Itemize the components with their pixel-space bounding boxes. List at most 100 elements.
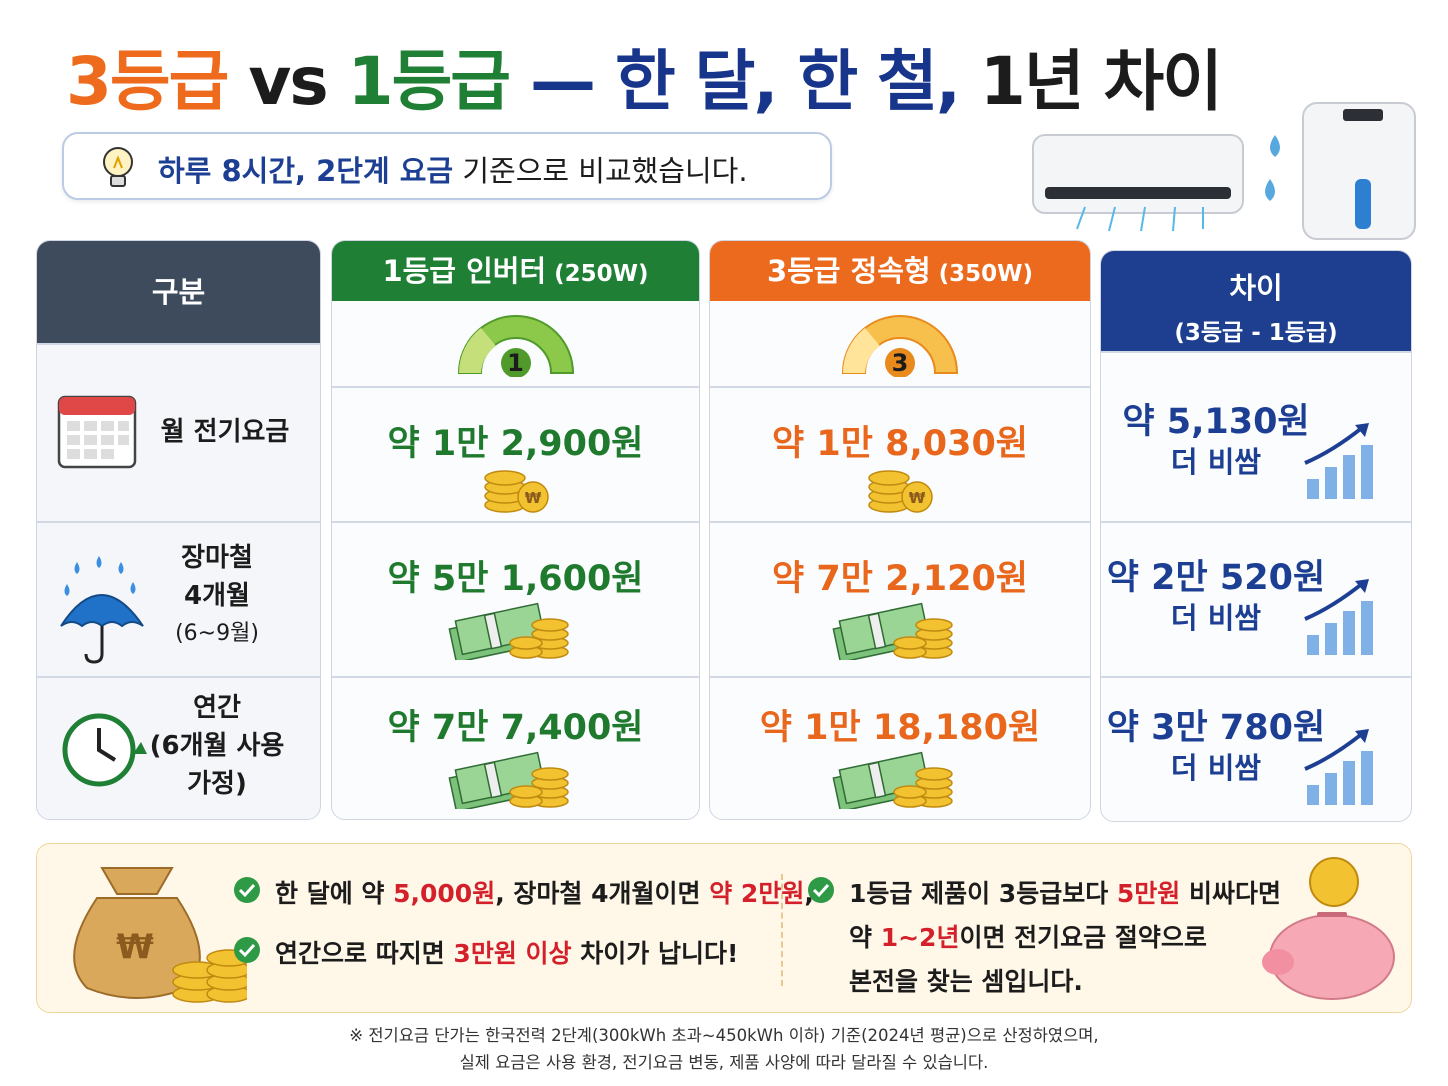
title-part: 1등급 [347, 43, 511, 120]
summary-text: 약 2만원 [709, 879, 805, 908]
header-grade3: 3등급 정속형 (350W) [710, 241, 1090, 301]
row-label: 장마철 4개월 (6~9월) [147, 539, 287, 653]
divider [781, 874, 783, 986]
summary-line: 본전을 찾는 셈입니다. [849, 962, 1083, 998]
title: 3등급 vs 1등급 — 한 달, 한 철, 1년 차이 [66, 28, 1223, 124]
summary-text: 한 달에 약 [275, 879, 394, 908]
row-divider [332, 521, 699, 523]
row-divider [710, 676, 1090, 678]
money-bag-icon: ₩ [73, 867, 247, 1003]
table-column: 차이 (3등급 - 1등급) 약 5,130원 더 비쌈 약 2만 520원 더 비쌈 약 … [1100, 250, 1412, 822]
summary-text: 비싸다면 [1180, 879, 1282, 908]
row-divider [37, 343, 320, 345]
row-label-line: (6~9월) [175, 620, 259, 646]
note-part: 기준으로 비교했습니다. [453, 154, 748, 188]
summary-line: 1등급 제품이 3등급보다 5만원 비싸다면 [849, 874, 1281, 910]
piggy-bank-icon [1262, 857, 1395, 1000]
summary-text: 차이가 납니다! [571, 939, 739, 968]
svg-text:₩: ₩ [909, 489, 926, 507]
summary-text: 이면 전기요금 절약으로 [959, 923, 1207, 952]
summary-text: , 장마철 4개월이면 [495, 879, 710, 908]
title-part: 3등급 [66, 43, 229, 120]
money-icon: ₩ [481, 465, 561, 519]
header-diff: 차이 (3등급 - 1등급) [1101, 251, 1411, 351]
check-icon [233, 936, 261, 968]
summary-line: 약 1~2년이면 전기요금 절약으로 [849, 918, 1207, 954]
row-label-line: 연간 [193, 692, 241, 723]
note-part: 하루 8시간, 2단계 요금 [158, 154, 454, 188]
money-icon [830, 743, 960, 813]
row-label-line: 가정) [187, 768, 247, 799]
summary-text: 연간으로 따지면 [275, 939, 454, 968]
cost-value: 약 7만 7,400원 [387, 708, 644, 748]
header-grade1: 1등급 인버터 (250W) [332, 241, 699, 301]
header-title: 1등급 인버터 [382, 254, 547, 288]
check-icon [233, 876, 261, 908]
growth-icon [1303, 421, 1375, 505]
row-divider [710, 386, 1090, 388]
row-icon [57, 704, 147, 798]
summary-text: 5,000원 [393, 879, 496, 908]
row-label-line: (6개월 사용 [149, 730, 285, 761]
summary-line: 연간으로 따지면 3만원 이상 차이가 납니다! [275, 934, 738, 970]
bulb-icon [103, 147, 133, 187]
row-label: 월 전기요금 [155, 413, 295, 451]
summary-text: 약 [849, 923, 881, 952]
header-title: 3등급 정속형 [766, 254, 931, 288]
money-icon [830, 594, 960, 664]
diff-note: 더 비쌈 [1170, 751, 1262, 785]
money-icon [446, 594, 576, 664]
header-spec: (250W) [554, 261, 649, 287]
row-label-line: 4개월 [184, 580, 250, 611]
cost-value: 약 1만 8,030원 [771, 424, 1029, 464]
growth-icon [1303, 577, 1375, 661]
summary-box: ₩ 한 달에 약 5,000원, 장마철 4개월이면 약 2만원, 연간으로 따지… [36, 843, 1412, 1013]
svg-text:₩: ₩ [116, 927, 154, 967]
row-divider [710, 521, 1090, 523]
cost-value: 약 7만 2,120원 [771, 559, 1029, 599]
appliances [1032, 102, 1416, 240]
row-label-line: 월 전기요금 [160, 417, 290, 447]
note-box: 하루 8시간, 2단계 요금 기준으로 비교했습니다. [62, 132, 832, 200]
row-divider [37, 521, 320, 523]
footnote: 실제 요금은 사용 환경, 전기요금 변동, 제품 사양에 따라 달라질 수 있… [459, 1053, 989, 1072]
summary-text: 3만원 이상 [453, 939, 572, 968]
svg-text:₩: ₩ [524, 489, 541, 507]
summary-text: 본전을 찾는 셈입니다. [849, 967, 1083, 996]
check-icon [807, 876, 835, 908]
growth-icon [1303, 727, 1375, 811]
money-icon: ₩ [865, 465, 945, 519]
grade-badge: 1 [507, 349, 524, 377]
row-icon [57, 554, 147, 668]
header-diff-sub: (3등급 - 1등급) [1174, 320, 1338, 346]
diff-value: 약 3만 780원 [1106, 708, 1326, 748]
header-diff-title: 차이 [1229, 271, 1283, 305]
note-text: 하루 8시간, 2단계 요금 기준으로 비교했습니다. [158, 148, 748, 190]
summary-line: 한 달에 약 5,000원, 장마철 4개월이면 약 2만원, [275, 874, 814, 910]
cost-value: 약 1만 18,180원 [759, 708, 1041, 748]
row-label-line: 장마철 [181, 542, 253, 573]
header-category: 구분 [37, 241, 320, 343]
grade-gauge: 3 [835, 313, 965, 378]
row-icon [57, 387, 139, 475]
grade-gauge: 1 [451, 313, 581, 378]
cost-value: 약 5만 1,600원 [387, 559, 644, 599]
row-divider [37, 676, 320, 678]
footnote: ※ 전기요금 단가는 한국전력 2단계(300kWh 초과~450kWh 이하)… [349, 1026, 1099, 1045]
title-part: 1년 차이 [958, 43, 1223, 120]
row-divider [1101, 521, 1411, 523]
header-spec: (350W) [938, 261, 1034, 287]
summary-text: 1등급 제품이 3등급보다 [849, 879, 1117, 908]
diff-note: 더 비쌈 [1170, 601, 1262, 635]
row-divider [1101, 351, 1411, 353]
diff-value: 약 2만 520원 [1106, 558, 1326, 598]
cost-value: 약 1만 2,900원 [387, 424, 644, 464]
grade-badge: 3 [891, 349, 909, 377]
diff-value: 약 5,130원 [1122, 402, 1310, 442]
row-divider [332, 676, 699, 678]
